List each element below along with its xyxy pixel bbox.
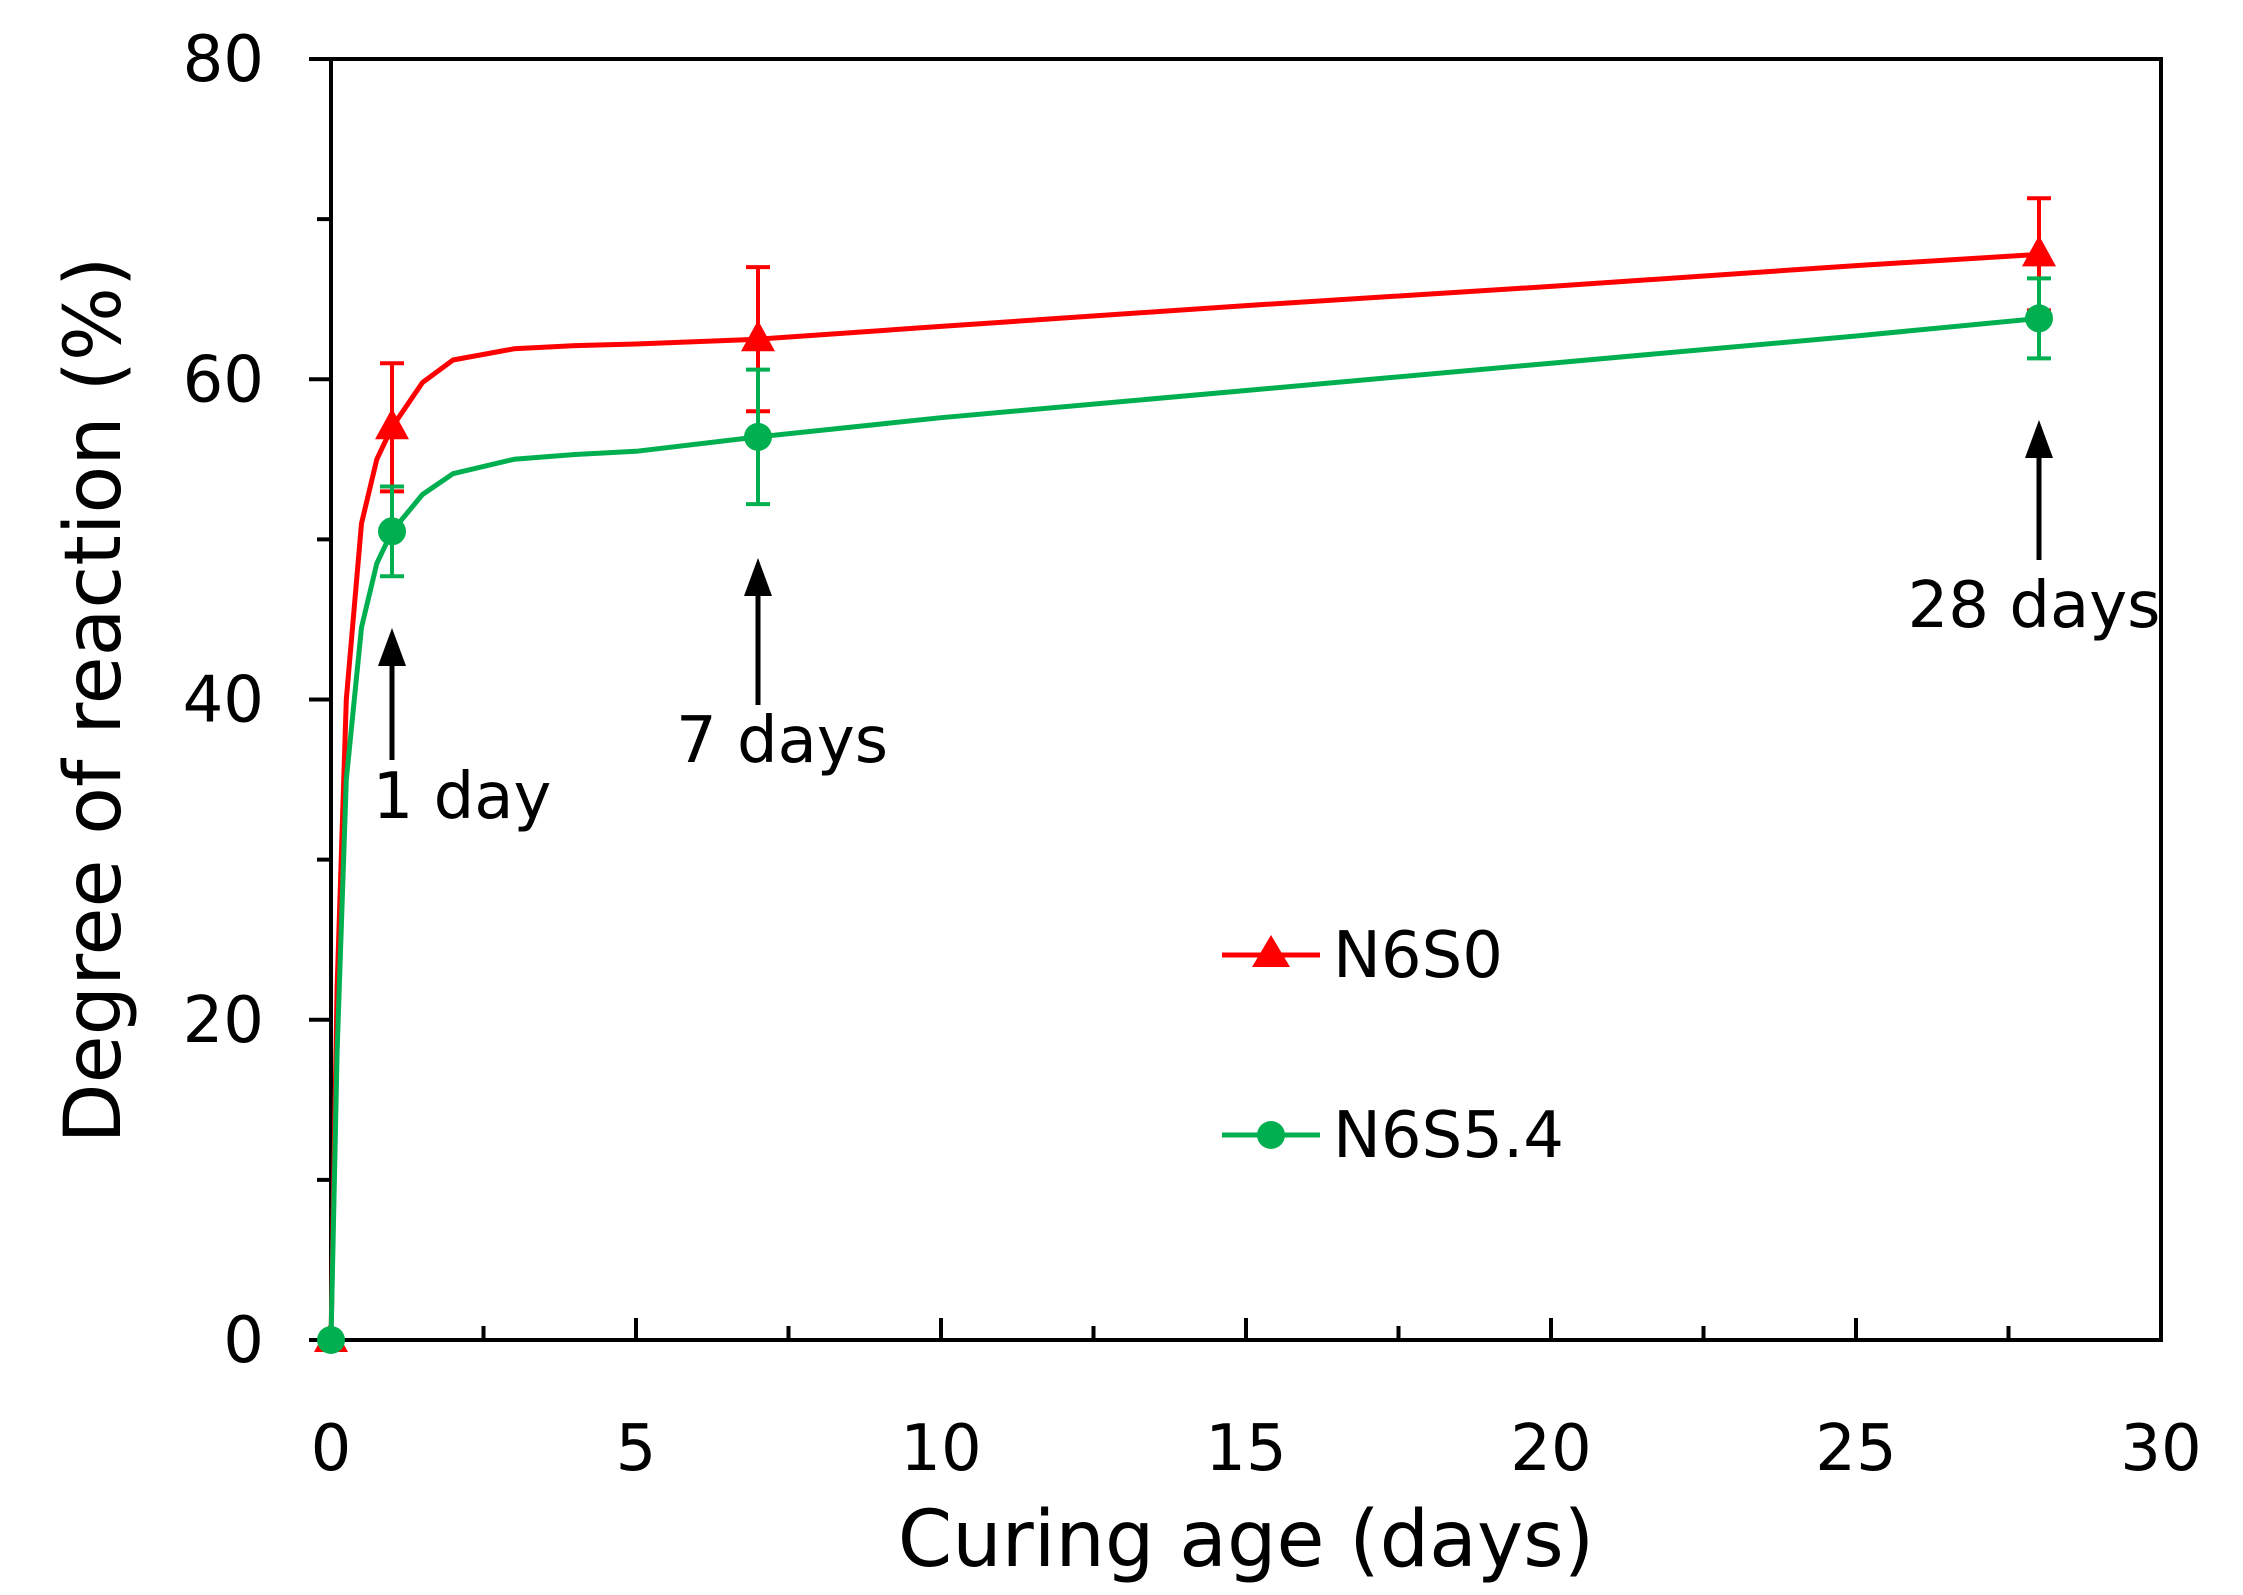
legend-item-n6s5-4: N6S5.4 (1222, 1099, 1564, 1173)
legend-marker-n6s5-4 (1257, 1121, 1285, 1149)
data-point-n6s0 (741, 320, 775, 352)
y-axis-label: Degree of reaction (%) (49, 257, 139, 1144)
annotation-arrow-head (378, 628, 406, 666)
data-point-n6s5-4 (744, 422, 772, 451)
x-tick-label: 15 (1205, 1412, 1286, 1486)
y-tick-label: 60 (183, 343, 264, 417)
legend-marker-n6s0 (1252, 935, 1290, 967)
legend-label-n6s0: N6S0 (1333, 919, 1503, 993)
legend-item-n6s0: N6S0 (1222, 919, 1503, 993)
y-tick-label: 0 (223, 1304, 264, 1378)
data-point-n6s5-4 (2025, 304, 2053, 333)
series-line-n6s5-4 (328, 315, 2040, 1341)
plot-frame (329, 57, 2163, 1342)
annotation-1: 1 day (373, 628, 552, 834)
annotation-2: 7 days (676, 558, 888, 778)
x-tick-label: 10 (900, 1412, 981, 1486)
annotation-arrow-head (2025, 420, 2053, 458)
y-tick-label: 40 (183, 664, 264, 738)
legend-label-n6s5-4: N6S5.4 (1333, 1099, 1564, 1173)
data-point-n6s0 (2022, 235, 2056, 267)
annotation-label: 7 days (676, 704, 888, 778)
series-line-n6s0 (328, 251, 2040, 1341)
plot-area: 0 5 10 15 20 25 30 0 20 40 60 80 1 day 7 days 28 day… (183, 23, 2202, 1486)
x-tick-label: 20 (1510, 1412, 1591, 1486)
x-axis-ticks: 0 5 10 15 20 25 30 (311, 1318, 2202, 1486)
x-tick-label: 5 (616, 1412, 657, 1486)
data-point-n6s5-4 (378, 517, 406, 546)
x-tick-label: 0 (311, 1412, 352, 1486)
series-n6s0 (314, 196, 2056, 1352)
annotation-arrow-head (744, 558, 772, 596)
annotation-label: 1 day (373, 760, 552, 834)
x-tick-label: 30 (2120, 1412, 2201, 1486)
x-axis-label: Curing age (days) (898, 1495, 1594, 1585)
data-point-n6s5-4 (317, 1326, 345, 1354)
annotation-3: 28 days (1908, 420, 2161, 643)
series-n6s5-4 (317, 276, 2053, 1354)
annotation-layer: 1 day 7 days 28 days (373, 420, 2161, 834)
annotation-label: 28 days (1908, 569, 2161, 643)
data-point-n6s0 (375, 408, 409, 440)
series-layer (314, 196, 2056, 1354)
y-tick-label: 20 (183, 984, 264, 1058)
y-axis-ticks: 0 20 40 60 80 (183, 23, 331, 1378)
legend: N6S0 N6S5.4 (1222, 919, 1564, 1173)
y-tick-label: 80 (183, 23, 264, 97)
x-tick-label: 25 (1815, 1412, 1896, 1486)
